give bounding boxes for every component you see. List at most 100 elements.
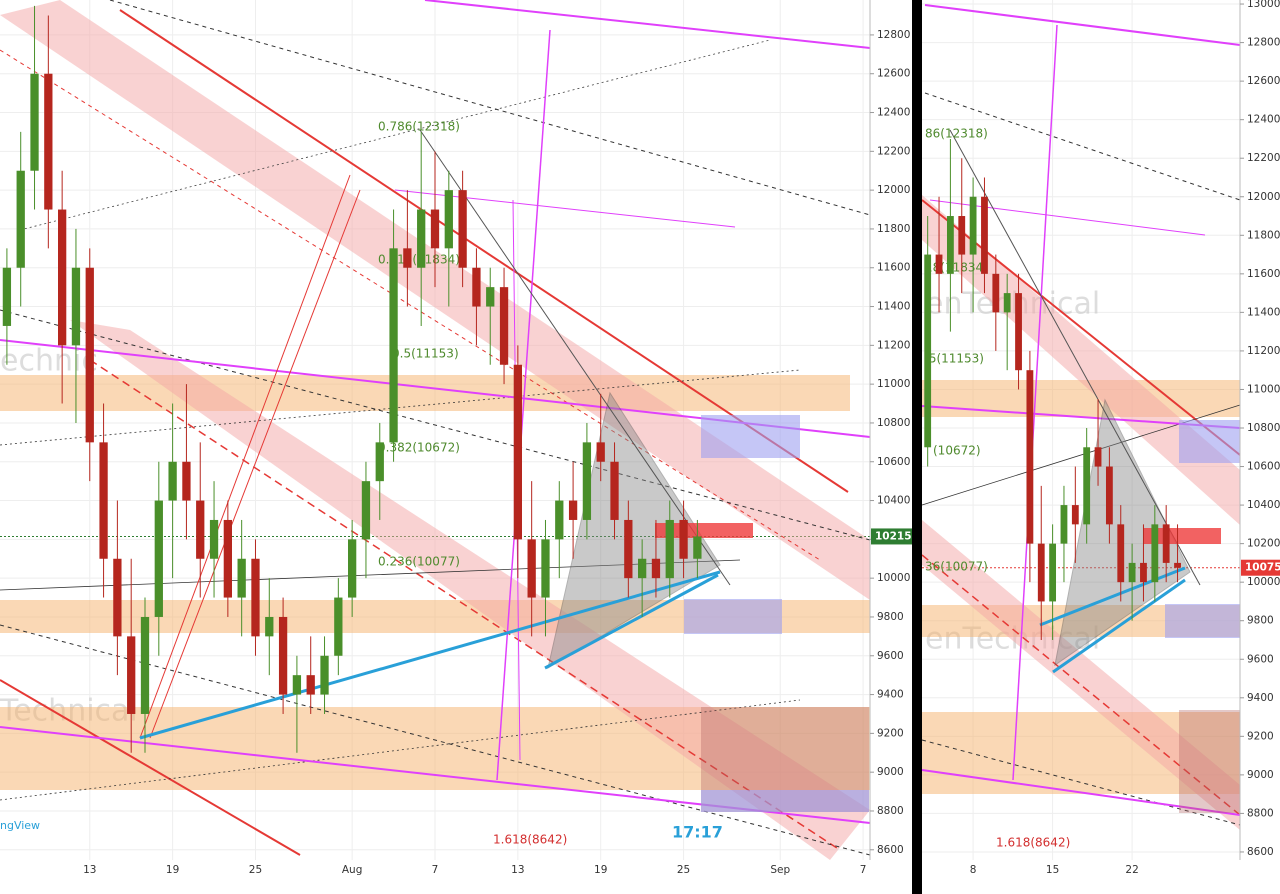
divider bbox=[912, 0, 922, 894]
fib-label: 0.236(10077) bbox=[378, 555, 460, 569]
candle-body bbox=[555, 500, 564, 540]
candle-body bbox=[182, 461, 191, 501]
y-tick-label: 8600 bbox=[1247, 846, 1274, 858]
y-tick-label: 10000 bbox=[877, 572, 910, 584]
y-tick-label: 9600 bbox=[877, 650, 904, 662]
fib-label: 0.5(11153) bbox=[392, 347, 459, 361]
y-tick-label: 10800 bbox=[1247, 422, 1280, 434]
candle-body bbox=[58, 209, 67, 346]
candle-body bbox=[1015, 293, 1022, 371]
fib-label: 86(12318) bbox=[925, 127, 988, 141]
candle-body bbox=[935, 254, 943, 274]
y-tick-label: 12600 bbox=[877, 68, 910, 80]
candle-body bbox=[430, 209, 440, 249]
fib-label: 1.618(8642) bbox=[493, 833, 567, 847]
y-tick-label: 8800 bbox=[877, 805, 904, 817]
candle-body bbox=[30, 73, 39, 171]
candle-body bbox=[278, 616, 288, 695]
candle-body bbox=[679, 519, 688, 559]
x-tick-label: 13 bbox=[83, 864, 96, 876]
candle-body bbox=[334, 597, 343, 656]
y-tick-label: 12400 bbox=[1247, 114, 1280, 126]
candle-body bbox=[99, 442, 108, 559]
x-tick-label: 19 bbox=[166, 864, 179, 876]
y-tick-label: 10800 bbox=[877, 417, 910, 429]
y-tick-label: 9200 bbox=[877, 727, 904, 739]
x-tick-label: 22 bbox=[1125, 864, 1138, 876]
candle-body bbox=[946, 216, 954, 274]
y-tick-label: 11600 bbox=[1247, 268, 1280, 280]
candle-body bbox=[513, 364, 522, 540]
price-tag-label: 10075 bbox=[1245, 562, 1280, 574]
candle-body bbox=[417, 209, 426, 268]
candle-body bbox=[306, 675, 315, 695]
x-tick-label: 15 bbox=[1046, 864, 1059, 876]
x-tick-label: Aug bbox=[342, 864, 363, 876]
candle-body bbox=[71, 267, 81, 346]
candle-body bbox=[665, 519, 674, 579]
y-tick-label: 9200 bbox=[1247, 730, 1274, 742]
candle-body bbox=[292, 675, 302, 695]
candle-body bbox=[596, 442, 605, 462]
y-tick-label: 12000 bbox=[877, 184, 910, 196]
candle-body bbox=[140, 616, 150, 714]
candle-body bbox=[1140, 562, 1147, 583]
fib-label: 0.382(10672) bbox=[378, 441, 460, 455]
y-axis-strip bbox=[1240, 0, 1280, 894]
x-tick-label: 25 bbox=[249, 864, 262, 876]
y-tick-label: 12600 bbox=[1247, 75, 1280, 87]
candle-body bbox=[693, 536, 702, 559]
fib-label: 36(10077) bbox=[925, 560, 988, 574]
y-tick-label: 11000 bbox=[1247, 383, 1280, 395]
candle-body bbox=[1151, 524, 1159, 583]
candle-body bbox=[154, 500, 163, 617]
x-tick-label: 25 bbox=[677, 864, 690, 876]
price-tag bbox=[871, 528, 912, 545]
drawings: enTechnical enTechnical 86(12318) 18(118… bbox=[921, 4, 1241, 850]
x-tick-label: 7 bbox=[432, 864, 439, 876]
fib-label: 0.786(12318) bbox=[378, 120, 460, 134]
candle-body bbox=[568, 500, 578, 520]
y-tick-label: 12800 bbox=[1247, 37, 1280, 49]
y-tick-label: 11200 bbox=[1247, 345, 1280, 357]
candle-body bbox=[1162, 524, 1170, 563]
candle-body bbox=[348, 539, 357, 598]
y-tick-label: 12000 bbox=[1247, 191, 1280, 203]
candles bbox=[924, 138, 1181, 640]
y-tick-label: 12200 bbox=[877, 145, 910, 157]
candle-body bbox=[1003, 293, 1011, 313]
x-tick-label: 13 bbox=[511, 864, 524, 876]
y-tick-label: 10400 bbox=[877, 495, 910, 507]
candle-body bbox=[486, 287, 495, 307]
candle-body bbox=[1060, 505, 1068, 544]
y-tick-label: 9000 bbox=[877, 766, 904, 778]
y-tick-label: 10400 bbox=[1247, 499, 1280, 511]
candle-body bbox=[196, 500, 205, 559]
y-tick-label: 10200 bbox=[1247, 538, 1280, 550]
candle-body bbox=[958, 216, 966, 255]
candle-body bbox=[624, 519, 633, 579]
candle-body bbox=[127, 636, 136, 714]
candle-body bbox=[168, 461, 177, 501]
candle-body bbox=[1128, 562, 1136, 583]
y-tick-label: 8600 bbox=[877, 844, 904, 856]
y-tick-label: 11400 bbox=[877, 301, 910, 313]
fib-label: (10672) bbox=[933, 444, 981, 458]
candle-body bbox=[1083, 447, 1091, 525]
candle-body bbox=[113, 558, 122, 637]
candle-body bbox=[251, 558, 260, 637]
y-tick-label: 12400 bbox=[877, 107, 910, 119]
candle-body bbox=[992, 273, 1000, 313]
y-tick-label: 8800 bbox=[1247, 807, 1274, 819]
candle-body bbox=[44, 73, 53, 210]
candle-body bbox=[403, 248, 412, 268]
candle-body bbox=[1071, 505, 1079, 525]
price-tag bbox=[1241, 559, 1280, 576]
candle-body bbox=[16, 170, 25, 268]
y-tick-label: 9800 bbox=[877, 611, 904, 623]
time-label: 17:17 bbox=[672, 823, 723, 842]
x-axis-strip bbox=[0, 860, 912, 894]
y-tick-label: 11800 bbox=[1247, 229, 1280, 241]
candle-body bbox=[375, 442, 384, 482]
y-tick-label: 11400 bbox=[1247, 306, 1280, 318]
